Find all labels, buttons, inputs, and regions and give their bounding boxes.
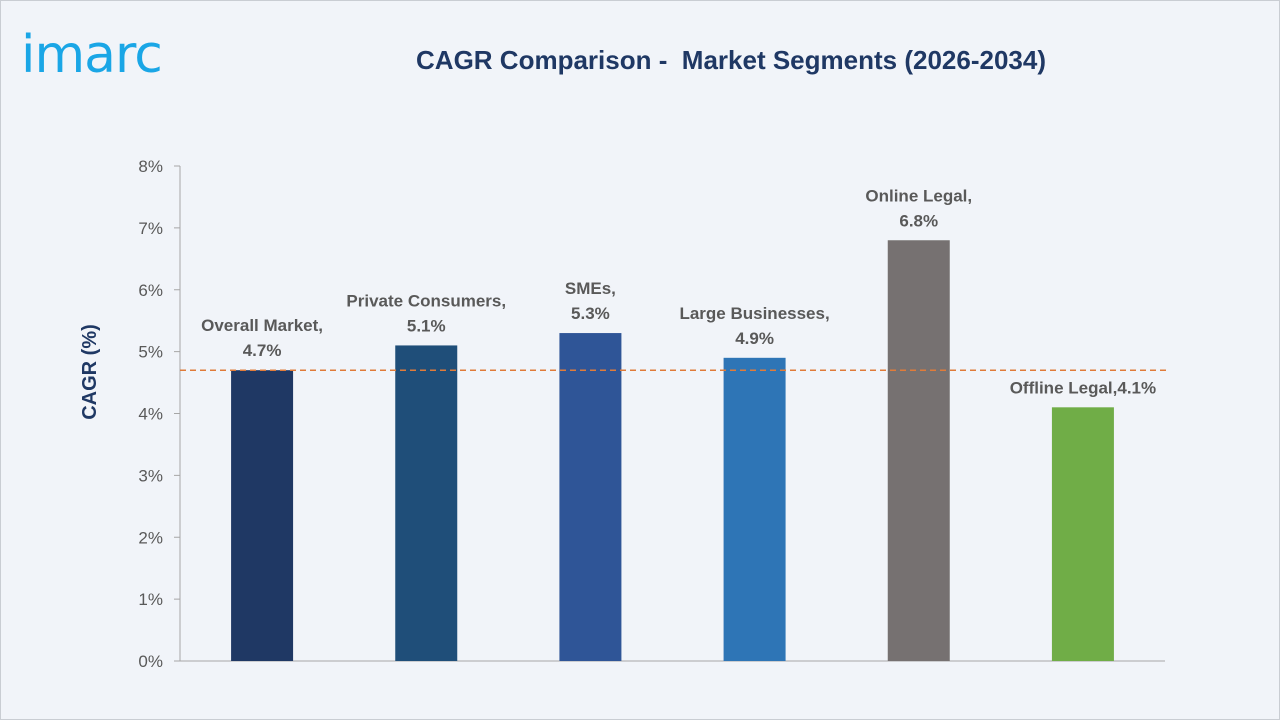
- bar: [887, 240, 950, 661]
- bar: [231, 370, 294, 661]
- data-label: Private Consumers,: [346, 291, 506, 310]
- y-tick-label: 4%: [138, 405, 163, 424]
- data-labels: Overall Market, 4.7% Private Consumers, 5.1…: [201, 186, 1156, 397]
- y-tick-label: 8%: [138, 157, 163, 176]
- data-label: Overall Market,: [201, 316, 323, 335]
- data-label: 5.3%: [571, 304, 610, 323]
- bar: [723, 357, 786, 661]
- y-axis-label: CAGR (%): [79, 324, 101, 420]
- y-tick-label: 1%: [138, 590, 163, 609]
- data-label: 4.7%: [243, 341, 282, 360]
- imarc-logo: imarc: [21, 25, 163, 85]
- bars: [231, 240, 1114, 661]
- data-label: Online Legal,: [865, 186, 972, 205]
- data-label: 5.1%: [407, 316, 446, 335]
- data-label: 6.8%: [899, 211, 938, 230]
- chart-title: CAGR Comparison - Market Segments (2026-…: [416, 45, 1046, 75]
- bar: [559, 333, 622, 661]
- bar: [395, 345, 458, 661]
- data-label: Large Businesses,: [679, 304, 829, 323]
- y-tick-label: 2%: [138, 528, 163, 547]
- data-label: Offline Legal,4.1%: [1010, 378, 1156, 397]
- y-tick-label: 7%: [138, 219, 163, 238]
- y-axis: 0% 1% 2% 3% 4% 5% 6% 7% 8%: [138, 157, 1165, 671]
- y-tick-label: 0%: [138, 652, 163, 671]
- bar: [1051, 407, 1114, 661]
- y-tick-label: 5%: [138, 343, 163, 362]
- y-tick-label: 3%: [138, 466, 163, 485]
- data-label: 4.9%: [735, 329, 774, 348]
- y-tick-label: 6%: [138, 281, 163, 300]
- data-label: SMEs,: [565, 279, 616, 298]
